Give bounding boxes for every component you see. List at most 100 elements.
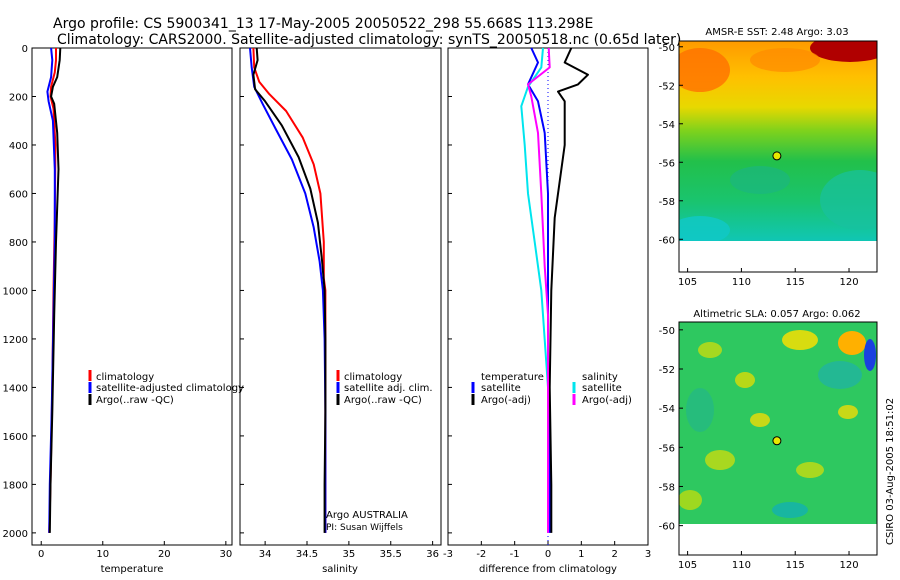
legend-label-climatology: climatology bbox=[96, 372, 154, 383]
x-tick-label: -1 bbox=[510, 549, 520, 560]
legend-label-climatology: climatology bbox=[344, 372, 402, 383]
x-tick-label: 20 bbox=[158, 549, 171, 560]
salinity-legend: climatology satellite adj. clim. Argo(..… bbox=[326, 370, 433, 533]
legend-label-satellite: satellite adj. clim. bbox=[344, 383, 433, 394]
y-tick-label: -54 bbox=[659, 404, 675, 415]
difference-plot: -3 -2 -1 0 1 2 3 bbox=[443, 47, 651, 560]
sla-anomaly bbox=[838, 331, 866, 355]
x-tick-label: 0 bbox=[545, 549, 551, 560]
x-tick-label: 10 bbox=[96, 549, 109, 560]
y-tick-label: -60 bbox=[659, 235, 675, 246]
y-tick-label: 600 bbox=[9, 189, 28, 200]
y-tick-label: -56 bbox=[659, 158, 675, 169]
y-tick-label: -50 bbox=[659, 326, 675, 337]
credit-line2: PI: Susan Wijffels bbox=[326, 523, 403, 533]
difference-legend: temperature satellite Argo(-adj) salinit… bbox=[471, 372, 632, 406]
sla-anomaly bbox=[735, 372, 755, 388]
sla-anomaly bbox=[838, 405, 858, 419]
sla-axes: 105 110 115 120 -50 -52 -54 -56 -58 -60 bbox=[659, 326, 877, 571]
x-tick-label: 34 bbox=[259, 549, 272, 560]
sst-cool-patch bbox=[820, 170, 877, 230]
sst-warm-patch bbox=[750, 48, 820, 72]
x-tick-label: 35 bbox=[343, 549, 356, 560]
salinity-plot-frame bbox=[239, 47, 442, 546]
y-tick-label: -58 bbox=[659, 197, 675, 208]
sla-anomaly bbox=[782, 330, 818, 350]
temperature-plot: 0 10 20 30 0 200 400 600 800 1000 1200 1400 1600 1800… bbox=[3, 44, 233, 560]
y-tick-label: -52 bbox=[659, 365, 675, 376]
temperature-plot-frame bbox=[31, 47, 233, 546]
series-line-salinity-argo-adj- bbox=[527, 47, 551, 533]
sst-map bbox=[679, 41, 877, 241]
y-tick-label: 1800 bbox=[3, 480, 28, 491]
x-tick-label: 30 bbox=[219, 549, 232, 560]
legend-label-sal-satellite: satellite bbox=[582, 383, 622, 394]
temperature-xlabel: temperature bbox=[101, 564, 164, 575]
difference-xlabel: difference from climatology bbox=[479, 564, 617, 575]
y-tick-label: 800 bbox=[9, 238, 28, 249]
no-data-area bbox=[679, 241, 877, 272]
sla-map-title: Altimetric SLA: 0.057 Argo: 0.062 bbox=[693, 309, 860, 320]
argo-float-marker bbox=[772, 436, 782, 446]
x-tick-label: 110 bbox=[732, 560, 751, 571]
x-tick-label: 36 bbox=[426, 549, 439, 560]
y-tick-label: -60 bbox=[659, 522, 675, 533]
x-tick-label: 34.5 bbox=[296, 549, 318, 560]
figure-title-line2: Climatology: CARS2000. Satellite-adjuste… bbox=[57, 32, 681, 48]
x-tick-label: 115 bbox=[786, 560, 805, 571]
sla-anomaly bbox=[796, 462, 824, 478]
x-tick-label: 120 bbox=[839, 560, 858, 571]
series-line-temperature-argo-adj- bbox=[548, 47, 589, 533]
legend-label-argo: Argo(..raw -QC) bbox=[344, 395, 422, 406]
y-tick-label: -58 bbox=[659, 482, 675, 493]
x-tick-label: -2 bbox=[476, 549, 486, 560]
sla-anomaly bbox=[818, 361, 862, 389]
y-tick-label: 1400 bbox=[3, 383, 28, 394]
sla-anomaly bbox=[864, 339, 876, 371]
x-tick-label: 120 bbox=[839, 277, 858, 288]
series-line-salinity-satellite bbox=[520, 47, 549, 533]
x-tick-label: -3 bbox=[443, 549, 453, 560]
sst-map-frame bbox=[678, 40, 878, 273]
figure-title-line1: Argo profile: CS 5900341_13 17-May-2005 … bbox=[53, 16, 593, 32]
y-tick-label: -50 bbox=[659, 43, 675, 54]
x-tick-label: 3 bbox=[645, 549, 651, 560]
timestamp-stamp: CSIRO 03-Aug-2005 18:51:02 bbox=[885, 398, 896, 545]
y-tick-label: 0 bbox=[22, 44, 28, 55]
sla-anomaly bbox=[705, 450, 735, 470]
legend-label-temp-satellite: satellite bbox=[481, 383, 521, 394]
sst-cool-patch bbox=[730, 166, 790, 194]
legend-label-sal-argo: Argo(-adj) bbox=[582, 395, 632, 406]
sla-map-frame bbox=[678, 321, 878, 556]
legend-title-salinity: salinity bbox=[582, 372, 618, 383]
sst-map-title: AMSR-E SST: 2.48 Argo: 3.03 bbox=[705, 27, 848, 38]
series-line-satellite-adj-clim- bbox=[249, 47, 327, 533]
salinity-plot: 34 34.5 35 35.5 36 bbox=[240, 47, 439, 560]
y-tick-label: -56 bbox=[659, 443, 675, 454]
temperature-legend: climatology satellite-adjusted climatolo… bbox=[88, 370, 244, 406]
no-data-area bbox=[679, 527, 877, 555]
sst-cool-patch bbox=[679, 216, 730, 241]
sst-warm-patch bbox=[810, 41, 877, 62]
sst-axes: 105 110 115 120 -50 -52 -54 -56 -58 -60 bbox=[659, 43, 877, 288]
credit-line1: Argo AUSTRALIA bbox=[326, 510, 408, 521]
y-tick-label: 1000 bbox=[3, 286, 28, 297]
sla-anomaly bbox=[772, 502, 808, 518]
sla-anomaly bbox=[698, 342, 722, 358]
x-tick-label: 110 bbox=[732, 277, 751, 288]
y-tick-label: 2000 bbox=[3, 529, 28, 540]
x-tick-label: 1 bbox=[578, 549, 584, 560]
y-tick-label: 1200 bbox=[3, 335, 28, 346]
x-tick-label: 2 bbox=[611, 549, 617, 560]
legend-title-temperature: temperature bbox=[481, 372, 544, 383]
salinity-xlabel: salinity bbox=[322, 564, 358, 575]
argo-float-marker bbox=[772, 151, 782, 161]
series-line-argo-raw-qc- bbox=[252, 47, 327, 533]
y-tick-label: -54 bbox=[659, 120, 675, 131]
series-line-argo-raw-qc- bbox=[48, 47, 62, 533]
sla-anomaly bbox=[679, 490, 702, 510]
sst-warm-patch bbox=[679, 48, 730, 92]
x-tick-label: 35.5 bbox=[380, 549, 402, 560]
x-tick-label: 105 bbox=[678, 560, 697, 571]
sla-map bbox=[679, 322, 877, 524]
